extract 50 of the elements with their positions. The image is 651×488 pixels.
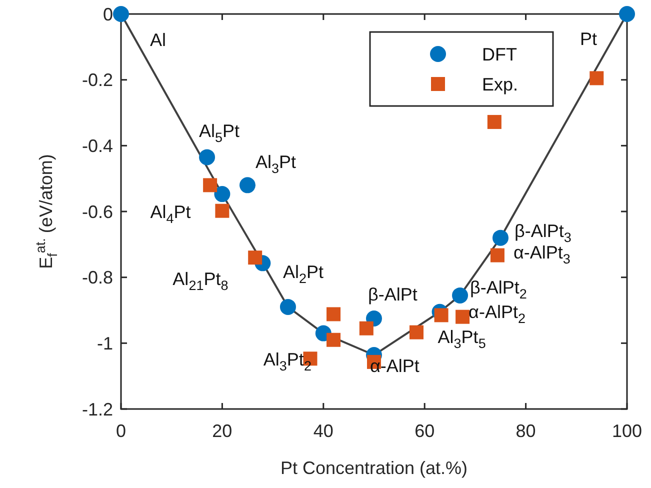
point	[456, 310, 470, 324]
point	[215, 204, 230, 218]
y-tick-label: 0	[102, 4, 113, 24]
point	[492, 230, 508, 246]
point	[326, 307, 341, 322]
y-tick-label: -0.6	[82, 202, 113, 222]
point	[410, 325, 424, 340]
point	[280, 298, 296, 315]
x-tick-label: 20	[212, 421, 232, 441]
point	[113, 6, 129, 22]
annotation: α-AlPt	[370, 356, 420, 376]
y-tick-label: -0.8	[82, 268, 113, 288]
y-tick-label: -1	[96, 333, 113, 354]
annotation: Al$_{21}$Pt$_{8}$	[172, 269, 228, 293]
point	[490, 248, 504, 262]
x-axis-title: Pt Concentration (at.%)	[280, 458, 468, 478]
point	[214, 186, 230, 202]
annotation: Pt	[580, 29, 598, 49]
annotation: Al$_{3}$Pt$_{5}$	[438, 326, 486, 351]
point	[203, 178, 218, 192]
x-tick-label: 60	[414, 421, 435, 441]
point	[487, 114, 502, 129]
point	[452, 287, 468, 304]
annotation: Al$_{2}$Pt	[282, 262, 324, 286]
annotation: α-AlPt$_{3}$	[513, 242, 570, 266]
legend-label: DFT	[482, 44, 517, 64]
x-tick-label: 0	[116, 421, 126, 441]
point	[619, 6, 635, 22]
annotation: Al$_{5}$Pt	[199, 121, 240, 145]
y-tick-label: -1.2	[82, 399, 113, 420]
legend-label: Exp.	[482, 74, 518, 94]
annotation: α-AlPt$_{2}$	[468, 302, 526, 326]
point	[199, 149, 216, 166]
annotation: Al	[150, 30, 166, 50]
annotation: β-AlPt	[368, 284, 418, 304]
x-tick-label: 100	[612, 421, 642, 441]
y-tick-label: -0.4	[82, 136, 113, 156]
point	[434, 308, 448, 322]
annotation: Al$_{3}$Pt	[256, 152, 296, 176]
annotation: β-AlPt$_{2}$	[470, 277, 527, 302]
point	[326, 332, 341, 347]
y-tick-label: -0.2	[82, 70, 113, 90]
point	[240, 177, 256, 194]
annotation: β-AlPt$_{3}$	[514, 220, 572, 245]
annotation: Al$_{4}$Pt	[150, 202, 191, 226]
x-tick-label: 80	[516, 421, 536, 441]
point	[248, 250, 262, 265]
point	[359, 321, 374, 336]
x-tick-label: 40	[313, 421, 334, 441]
point	[590, 71, 604, 86]
